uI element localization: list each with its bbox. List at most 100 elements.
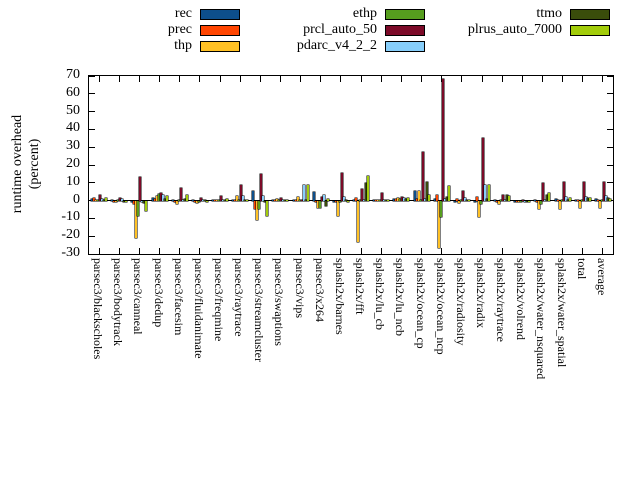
bar-ttmo: [506, 195, 509, 201]
x-tick-mark-bottom: [199, 248, 201, 254]
bar-prec: [133, 200, 136, 205]
bar-prcl_auto_50: [179, 188, 182, 201]
legend-swatch-icon: [385, 24, 425, 36]
x-tick-label: splash2x/water_spatial: [554, 258, 569, 368]
bar-thp: [558, 200, 561, 210]
legend-item-pdarc_v4_2_2: pdarc_v4_2_2: [297, 38, 425, 54]
x-tick-mark-bottom: [320, 248, 322, 254]
bar-pdarc_v4_2_2: [443, 198, 446, 201]
bar-prcl_auto_50: [260, 173, 263, 201]
x-tick-mark-bottom: [541, 248, 543, 254]
bar-prec: [375, 200, 378, 201]
bar-thp: [538, 200, 541, 210]
x-tick-label: total: [574, 258, 589, 280]
legend-label: thp: [174, 38, 192, 53]
bar-prcl_auto_50: [441, 78, 444, 201]
bar-thp: [155, 196, 158, 201]
y-tick-label: 30: [66, 138, 80, 154]
bar-plrus_auto_7000: [528, 200, 531, 202]
x-tick-label: splash2x/ocean_ncp: [433, 258, 448, 355]
bar-plrus_auto_7000: [346, 200, 349, 202]
bar-prcl_auto_50: [582, 181, 585, 201]
bar-ttmo: [606, 197, 609, 201]
legend-column: ethp prcl_auto_50 pdarc_v4_2_2: [297, 6, 425, 54]
bar-prec: [93, 197, 96, 201]
bar-pdarc_v4_2_2: [342, 197, 345, 201]
bar-thp: [437, 200, 440, 248]
bar-thp: [377, 199, 380, 201]
x-tick-mark-top: [421, 76, 423, 82]
bar-ttmo: [566, 199, 569, 201]
bar-prec: [576, 200, 579, 201]
x-tick-label: splash2x/volrend: [514, 258, 529, 340]
x-tick-mark-bottom: [159, 248, 161, 254]
x-tick-mark-bottom: [360, 248, 362, 254]
bar-prcl_auto_50: [421, 151, 424, 201]
x-tick-mark-top: [541, 76, 543, 82]
bar-plrus_auto_7000: [387, 199, 390, 201]
bar-ethp: [177, 199, 180, 201]
y-tick-label: 40: [66, 120, 80, 136]
x-tick-label: parsec3/streamcluster: [252, 258, 267, 362]
bar-rec: [413, 190, 416, 201]
bar-plrus_auto_7000: [488, 185, 490, 201]
bar-ethp: [560, 199, 563, 201]
bar-thp: [336, 200, 339, 216]
legend-label: ttmo: [536, 6, 562, 21]
bar-ethp: [480, 200, 482, 205]
bar-pdarc_v4_2_2: [584, 197, 587, 201]
bar-ethp: [580, 199, 583, 201]
bar-ttmo: [445, 197, 448, 201]
x-tick-mark-top: [179, 76, 181, 82]
bar-plrus_auto_7000: [367, 175, 370, 201]
legend-column: rec prec thp: [168, 6, 240, 54]
bar-thp: [498, 200, 501, 205]
y-tick-label: 10: [66, 173, 80, 189]
y-axis-label-line1: runtime overhead: [10, 114, 25, 214]
bar-ethp: [117, 199, 120, 201]
y-tick-mark-left: [89, 217, 95, 219]
bar-plrus_auto_7000: [165, 196, 168, 201]
bar-thp: [236, 196, 239, 201]
bar-ttmo: [365, 182, 368, 201]
bar-ttmo: [224, 200, 226, 201]
bar-ethp: [500, 200, 503, 201]
bar-plrus_auto_7000: [508, 196, 511, 201]
x-tick-mark-top: [501, 76, 503, 82]
bar-pdarc_v4_2_2: [524, 200, 527, 202]
bar-plrus_auto_7000: [467, 199, 470, 201]
x-tick-mark-top: [582, 76, 584, 82]
bar-ethp: [318, 200, 321, 208]
bar-prec: [314, 200, 317, 202]
bar-plrus_auto_7000: [588, 197, 591, 201]
bar-rec: [534, 199, 537, 201]
x-tick-label: parsec3/bodytrack: [111, 258, 126, 346]
bar-prec: [153, 198, 156, 201]
bar-rec: [574, 199, 577, 201]
y-tick-mark-right: [607, 128, 613, 130]
bar-prcl_auto_50: [99, 195, 102, 201]
legend-label: plrus_auto_7000: [467, 22, 562, 37]
bar-thp: [478, 200, 480, 217]
bar-ethp: [359, 199, 362, 201]
x-tick-mark-bottom: [239, 248, 241, 254]
x-tick-mark-top: [98, 76, 100, 82]
bar-plrus_auto_7000: [427, 195, 430, 201]
legend-label: prec: [167, 22, 192, 37]
bar-ttmo: [405, 198, 408, 201]
bar-ttmo: [425, 181, 428, 201]
bar-thp: [598, 200, 601, 208]
bar-prec: [355, 197, 358, 201]
x-tick-mark-top: [562, 76, 564, 82]
bar-thp: [95, 199, 98, 201]
y-tick-label: -10: [61, 209, 80, 225]
bar-ethp: [97, 199, 100, 201]
y-tick-mark-left: [89, 182, 95, 184]
bar-ttmo: [304, 199, 307, 201]
x-tick-mark-bottom: [300, 248, 302, 254]
bar-rec: [474, 200, 476, 202]
bar-rec: [252, 190, 255, 201]
x-tick-mark-top: [461, 76, 463, 82]
bar-prcl_auto_50: [340, 173, 343, 201]
